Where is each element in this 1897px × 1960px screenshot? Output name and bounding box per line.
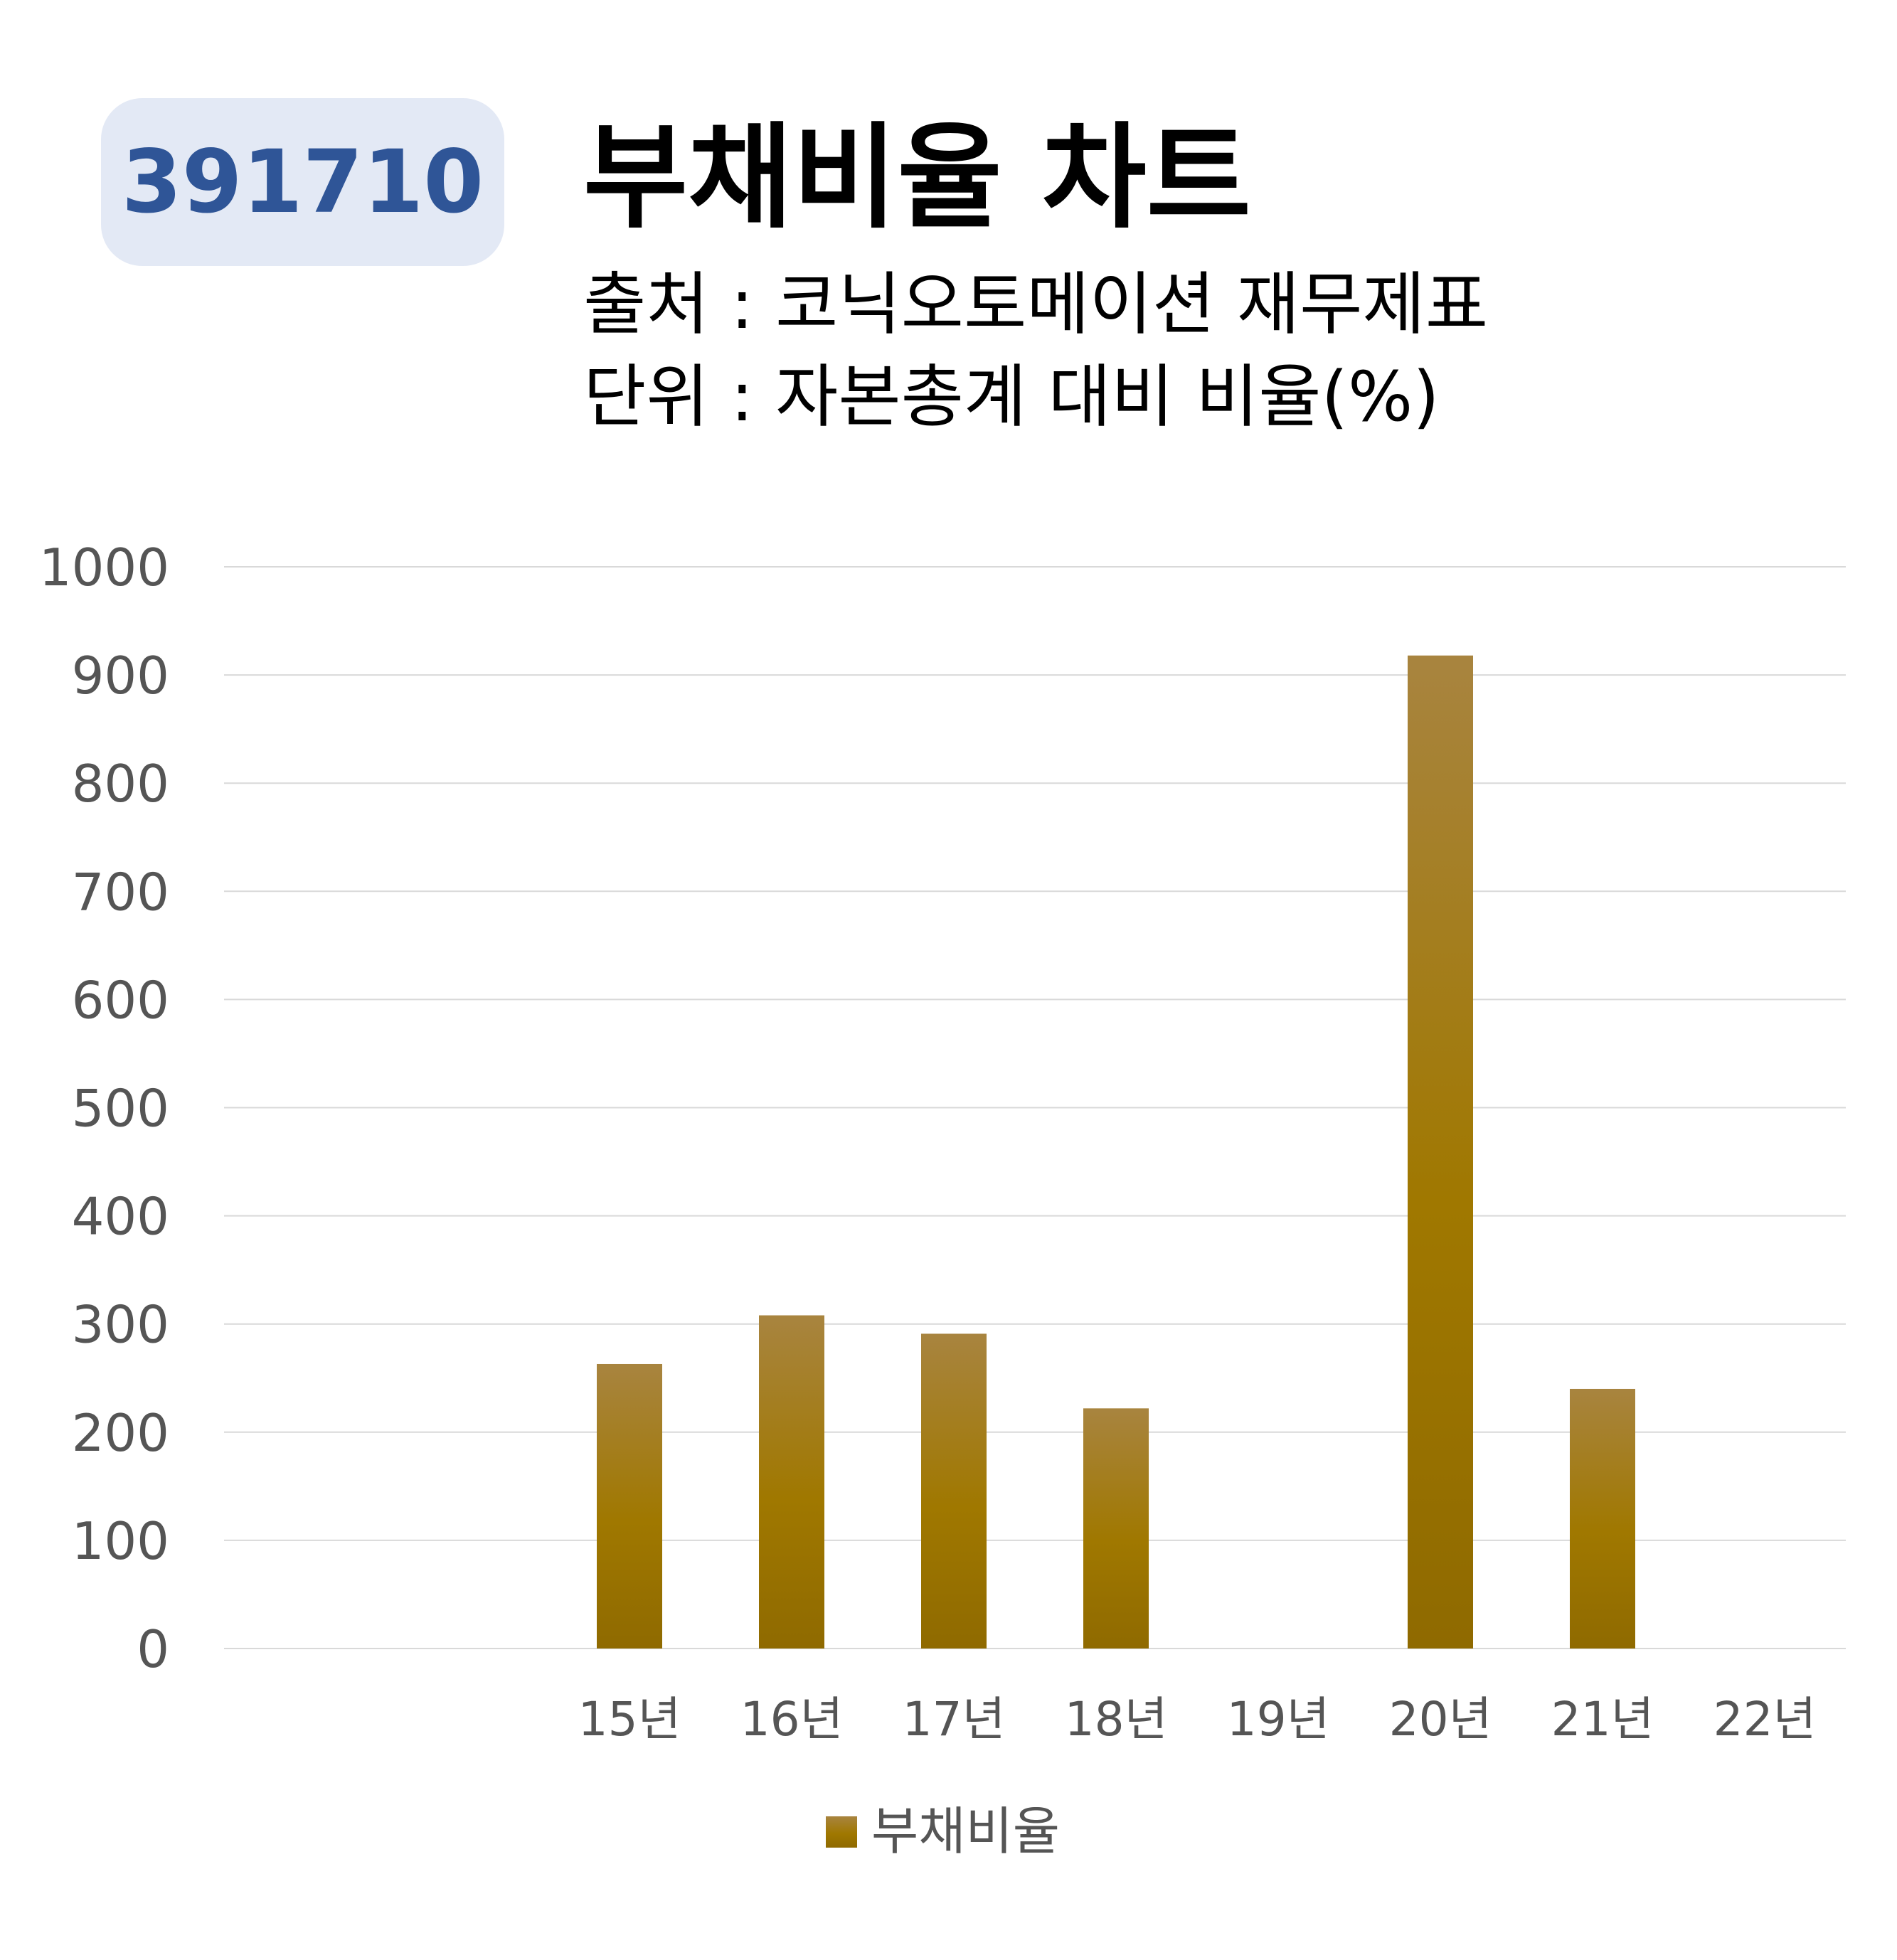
bar	[1570, 1388, 1635, 1649]
bar	[759, 1315, 824, 1649]
y-tick-label: 400	[72, 1187, 169, 1247]
y-axis-ticks: 0 100 200 300 400 500 600 700 800 900 1000	[39, 538, 169, 1679]
legend-label: 부채비율	[871, 1801, 1060, 1861]
x-tick-label: 19년	[1227, 1692, 1330, 1747]
x-tick-label: 18년	[1065, 1692, 1168, 1747]
stock-code: 391710	[121, 132, 484, 233]
y-tick-label: 800	[72, 754, 169, 814]
y-tick-label: 1000	[39, 538, 169, 597]
x-tick-label: 21년	[1551, 1692, 1654, 1747]
chart-title: 부채비율 차트	[583, 111, 1251, 244]
x-tick-label: 20년	[1389, 1692, 1492, 1747]
y-tick-label: 100	[72, 1511, 169, 1571]
y-tick-label: 200	[72, 1403, 169, 1463]
x-tick-label: 15년	[578, 1692, 681, 1747]
legend: 부채비율	[826, 1801, 1060, 1861]
bar	[1408, 655, 1473, 1649]
y-tick-label: 500	[72, 1079, 169, 1139]
legend-swatch	[826, 1816, 857, 1848]
bar	[921, 1333, 987, 1649]
source-text: 출처 : 코닉오토메이션 재무제표	[583, 265, 1489, 344]
y-tick-label: 700	[72, 862, 169, 922]
y-tick-label: 900	[72, 646, 169, 705]
y-tick-label: 300	[72, 1295, 169, 1355]
bar	[1083, 1408, 1149, 1649]
x-tick-label: 17년	[903, 1692, 1006, 1747]
x-tick-label: 16년	[740, 1692, 844, 1747]
bars	[597, 655, 1635, 1649]
y-tick-label: 600	[72, 970, 169, 1030]
stock-code-badge: 391710	[101, 98, 504, 266]
gridlines	[224, 566, 1846, 1649]
x-axis-ticks: 15년 16년 17년 18년 19년 20년 21년 22년	[578, 1692, 1817, 1747]
bar	[597, 1363, 662, 1649]
y-tick-label: 0	[137, 1619, 169, 1679]
unit-text: 단위 : 자본총계 대비 비율(%)	[583, 357, 1440, 437]
x-tick-label: 22년	[1713, 1692, 1817, 1747]
